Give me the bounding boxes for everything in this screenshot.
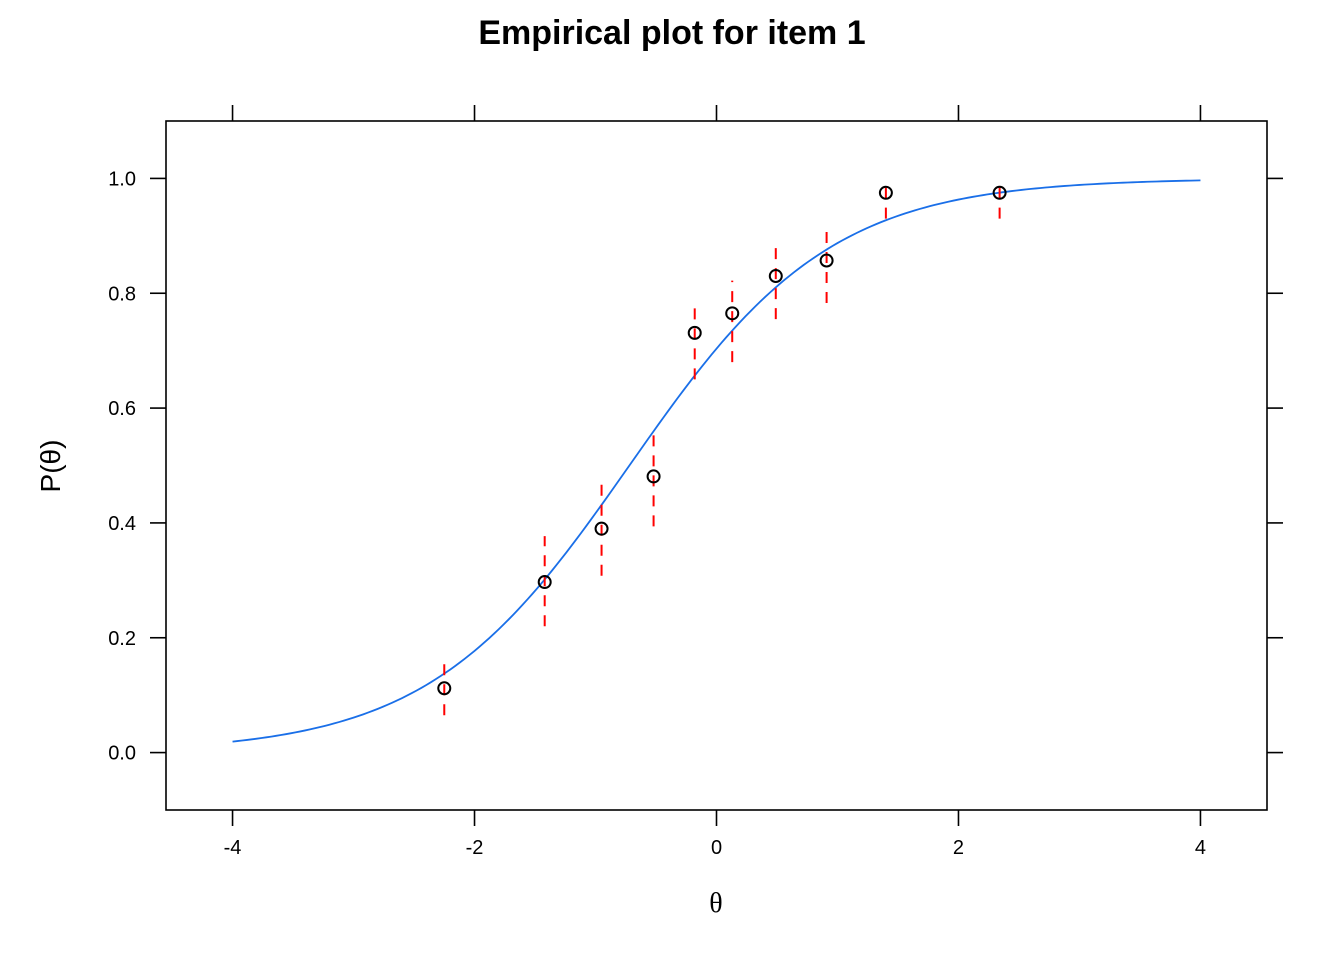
data-point: [594, 521, 609, 536]
y-tick-label: 0.4: [108, 513, 136, 535]
x-tick-label: -4: [224, 837, 242, 859]
y-tick-label: 0.8: [108, 283, 136, 305]
data-point: [992, 185, 1007, 200]
y-tick-label: 0.0: [108, 743, 136, 765]
y-tick-label: 1.0: [108, 168, 136, 190]
y-tick-label: 0.2: [108, 628, 136, 650]
data-point: [687, 325, 702, 340]
data-point: [537, 575, 552, 590]
x-axis-ticks: -4 -2 0 2 4: [224, 105, 1206, 859]
icc-curve: [232, 179, 1201, 743]
y-tick-label: 0.6: [108, 398, 136, 420]
y-axis-label: P(θ): [35, 440, 66, 493]
y-axis-ticks: 0.0 0.2 0.4 0.6 0.8 1.0: [108, 168, 1283, 765]
x-tick-label: -2: [466, 837, 484, 859]
point-layer: [437, 185, 1007, 696]
data-point: [878, 185, 893, 200]
chart-title: Empirical plot for item 1: [478, 14, 865, 52]
plot-frame: [165, 120, 1268, 811]
x-tick-label: 0: [711, 837, 722, 859]
data-point: [819, 253, 834, 268]
curve-layer: [232, 179, 1201, 743]
data-point: [768, 269, 783, 284]
x-tick-label: 4: [1195, 837, 1206, 859]
x-axis-label: θ: [709, 888, 722, 919]
data-point: [437, 681, 452, 696]
x-tick-label: 2: [953, 837, 964, 859]
error-bar-layer: [443, 180, 1001, 716]
data-point: [646, 469, 661, 484]
data-point: [725, 306, 740, 321]
